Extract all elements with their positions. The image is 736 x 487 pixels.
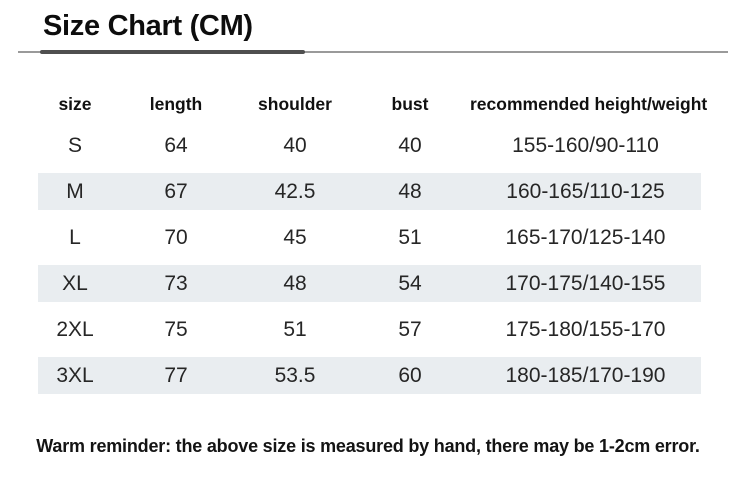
column-header-size: size — [58, 93, 92, 114]
cell-shoulder: 51 — [283, 318, 307, 341]
cell-length: 77 — [112, 353, 240, 399]
table-header-row: size length shoulder bust recommended he… — [38, 85, 708, 123]
column-header-height-weight: recommended height/weight — [470, 93, 708, 114]
cell-bust: 48 — [350, 169, 470, 215]
cell-shoulder: 53.5 — [240, 353, 350, 399]
table-row-xl: XL 73 48 54 170-175/140-155 — [38, 261, 701, 307]
cell-size: XL — [38, 261, 112, 307]
cell-height-weight: 160-165/110-125 — [470, 169, 701, 215]
column-header-length: length — [149, 93, 203, 114]
cell-bust: 40 — [398, 134, 422, 157]
cell-size: S — [67, 134, 82, 157]
column-header-shoulder: shoulder — [258, 93, 332, 114]
cell-bust: 54 — [350, 261, 470, 307]
cell-height-weight: 170-175/140-155 — [470, 261, 701, 307]
size-chart-table: size length shoulder bust recommended he… — [38, 85, 708, 399]
table-row-2xl: 2XL 75 51 57 175-180/155-170 — [38, 307, 701, 353]
cell-bust: 60 — [350, 353, 470, 399]
table-row-l: L 70 45 51 165-170/125-140 — [38, 215, 701, 261]
cell-size: 3XL — [38, 353, 112, 399]
page-title: Size Chart (CM) — [43, 10, 253, 42]
title-underline — [18, 50, 728, 54]
cell-height-weight: 165-170/125-140 — [505, 226, 666, 249]
cell-size: L — [69, 226, 81, 249]
cell-shoulder: 40 — [283, 134, 307, 157]
column-header-bust: bust — [391, 93, 429, 114]
reminder-text: Warm reminder: the above size is measure… — [36, 436, 700, 456]
table-row-3xl: 3XL 77 53.5 60 180-185/170-190 — [38, 353, 701, 399]
title-underline-accent — [40, 50, 305, 54]
table-row-s: S 64 40 40 155-160/90-110 — [38, 123, 701, 169]
cell-height-weight: 155-160/90-110 — [512, 134, 659, 157]
cell-shoulder: 42.5 — [240, 169, 350, 215]
cell-shoulder: 48 — [240, 261, 350, 307]
cell-bust: 51 — [398, 226, 422, 249]
cell-length: 73 — [112, 261, 240, 307]
cell-length: 64 — [164, 134, 188, 157]
cell-length: 67 — [112, 169, 240, 215]
cell-height-weight: 180-185/170-190 — [470, 353, 701, 399]
cell-height-weight: 175-180/155-170 — [505, 318, 666, 341]
cell-length: 70 — [164, 226, 188, 249]
cell-size: M — [38, 169, 112, 215]
cell-length: 75 — [164, 318, 188, 341]
cell-bust: 57 — [398, 318, 422, 341]
cell-size: 2XL — [56, 318, 94, 341]
cell-shoulder: 45 — [283, 226, 307, 249]
table-row-m: M 67 42.5 48 160-165/110-125 — [38, 169, 701, 215]
